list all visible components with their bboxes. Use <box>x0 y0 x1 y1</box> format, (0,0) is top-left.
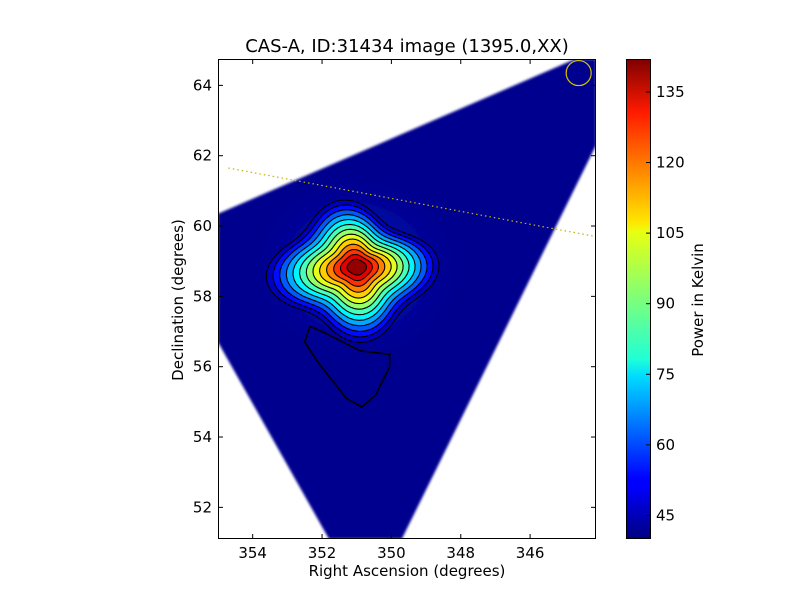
x-tick-label: 350 <box>377 544 406 562</box>
y-axis: 52 54 56 58 60 62 64 <box>193 76 596 516</box>
colorbar-tick-label: 60 <box>656 436 675 454</box>
y-tick-label: 58 <box>193 287 212 305</box>
y-tick-label: 62 <box>193 147 212 165</box>
contour-line <box>265 199 440 344</box>
chart-title: CAS-A, ID:31434 image (1395.0,XX) <box>245 36 569 57</box>
colorbar-tick-label: 45 <box>656 506 675 524</box>
x-tick-label: 354 <box>238 544 267 562</box>
contour-line <box>319 238 392 299</box>
y-tick-label: 52 <box>193 498 212 516</box>
contour-line <box>285 214 422 327</box>
contour-line <box>299 223 410 316</box>
x-tick-label: 348 <box>446 544 475 562</box>
colorbar-label: Power in Kelvin <box>689 243 707 357</box>
y-axis-label: Declination (degrees) <box>169 219 187 381</box>
colorbar <box>626 59 651 539</box>
y-tick-label: 64 <box>193 76 212 94</box>
colorbar-tick-label: 135 <box>656 83 685 101</box>
contour-line <box>339 253 373 282</box>
contour-band <box>347 259 367 276</box>
contour-line <box>272 204 434 338</box>
contour-line <box>305 228 404 310</box>
x-tick-label: 346 <box>516 544 545 562</box>
colorbar-tick-label: 90 <box>656 295 675 313</box>
contour-line <box>326 243 386 293</box>
colorbar-ticks: 45 60 75 90 105 120 135 <box>646 83 685 524</box>
colorbar-tick-label: 105 <box>656 224 685 242</box>
x-tick-label: 352 <box>308 544 337 562</box>
contour-line <box>333 248 379 287</box>
x-axis-label: Right Ascension (degrees) <box>309 562 506 580</box>
colorbar-tick-label: 120 <box>656 154 685 172</box>
x-axis: 354 352 350 348 346 <box>238 59 544 562</box>
contour-lines <box>265 199 440 344</box>
weak-contour <box>303 325 391 409</box>
colorbar-tick-label: 75 <box>656 365 675 383</box>
plot-area <box>218 59 596 539</box>
y-tick-label: 60 <box>193 217 212 235</box>
contour-line <box>312 233 398 305</box>
colorbar-frame <box>626 59 651 539</box>
y-tick-label: 56 <box>193 358 212 376</box>
dotted-line <box>228 167 596 238</box>
y-tick-label: 54 <box>193 428 212 446</box>
contour-line <box>279 209 428 332</box>
plot-frame <box>218 59 596 539</box>
contour-line <box>292 218 416 321</box>
contour-line <box>346 258 367 276</box>
beam-circle <box>565 59 592 87</box>
